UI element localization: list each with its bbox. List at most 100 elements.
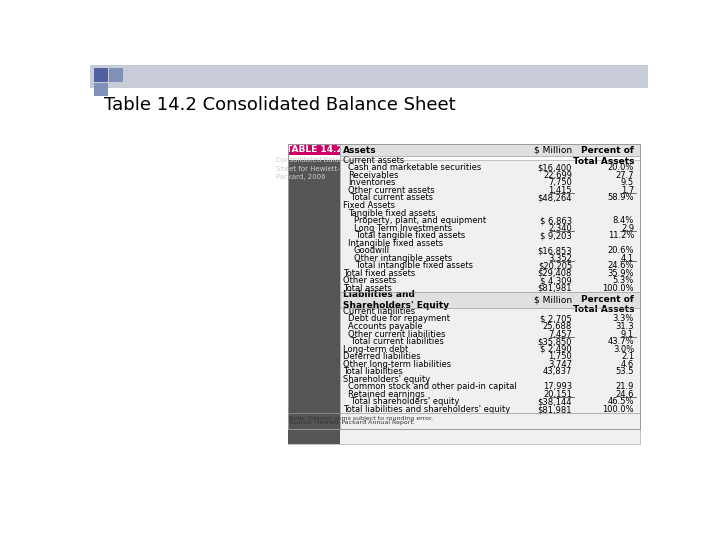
Text: 8.4%: 8.4% bbox=[613, 216, 634, 225]
Text: 3,352: 3,352 bbox=[548, 254, 572, 263]
Bar bbox=[94, 83, 108, 96]
Text: Fixed Assets: Fixed Assets bbox=[343, 201, 395, 210]
Text: Property, plant, and equipment: Property, plant, and equipment bbox=[354, 216, 485, 225]
Text: 46.5%: 46.5% bbox=[608, 397, 634, 407]
Text: 2.1: 2.1 bbox=[621, 352, 634, 361]
Text: Other current assets: Other current assets bbox=[348, 186, 435, 195]
Text: $35,850: $35,850 bbox=[538, 337, 572, 346]
Text: 100.0%: 100.0% bbox=[603, 284, 634, 293]
Text: Total liabilities: Total liabilities bbox=[343, 367, 402, 376]
Text: 1.7: 1.7 bbox=[621, 186, 634, 195]
Text: 31.3: 31.3 bbox=[616, 322, 634, 331]
Text: Deferred liabilities: Deferred liabilities bbox=[343, 352, 420, 361]
Text: 1,750: 1,750 bbox=[549, 352, 572, 361]
Text: Accounts payable: Accounts payable bbox=[348, 322, 423, 331]
Text: 7,457: 7,457 bbox=[548, 329, 572, 339]
Text: 5.3%: 5.3% bbox=[613, 276, 634, 286]
Text: TABLE 14.2: TABLE 14.2 bbox=[286, 145, 342, 154]
Bar bbox=[287, 159, 341, 444]
Text: 2,340: 2,340 bbox=[549, 224, 572, 233]
Text: Retained earnings: Retained earnings bbox=[348, 390, 425, 399]
Bar bbox=[94, 68, 108, 82]
Bar bbox=[287, 159, 640, 444]
Text: Common stock and other paid-in capital: Common stock and other paid-in capital bbox=[348, 382, 517, 392]
Text: $81,981: $81,981 bbox=[538, 284, 572, 293]
Text: 17,993: 17,993 bbox=[543, 382, 572, 392]
Text: $ 2,490: $ 2,490 bbox=[541, 345, 572, 354]
Text: 7,750: 7,750 bbox=[548, 178, 572, 187]
Text: Goodwill: Goodwill bbox=[354, 246, 390, 255]
Text: 3.0%: 3.0% bbox=[613, 345, 634, 354]
Text: 4.1: 4.1 bbox=[621, 254, 634, 263]
Text: Other assets: Other assets bbox=[343, 276, 396, 286]
Text: 53.5: 53.5 bbox=[616, 367, 634, 376]
Text: Total assets: Total assets bbox=[343, 284, 392, 293]
Text: Total intangible fixed assets: Total intangible fixed assets bbox=[348, 261, 473, 271]
Text: 100.0%: 100.0% bbox=[603, 405, 634, 414]
Text: 9.5: 9.5 bbox=[621, 178, 634, 187]
Text: Total current liabilities: Total current liabilities bbox=[343, 337, 444, 346]
Text: $ Million: $ Million bbox=[534, 295, 572, 305]
Text: Cash and marketable securities: Cash and marketable securities bbox=[348, 163, 482, 172]
Bar bbox=[341, 144, 640, 157]
Text: 24.6: 24.6 bbox=[616, 390, 634, 399]
Text: 3.3%: 3.3% bbox=[613, 314, 634, 323]
Text: 21.9: 21.9 bbox=[616, 382, 634, 392]
Text: Current liabilities: Current liabilities bbox=[343, 307, 415, 316]
Text: Total liabilities and shareholders' equity: Total liabilities and shareholders' equi… bbox=[343, 405, 510, 414]
Text: Consolidated Balance
Sheet for Hewlett-
Packard, 2006: Consolidated Balance Sheet for Hewlett- … bbox=[276, 157, 352, 180]
Bar bbox=[109, 68, 122, 82]
Text: $ 6,863: $ 6,863 bbox=[540, 216, 572, 225]
Text: Total tangible fixed assets: Total tangible fixed assets bbox=[348, 231, 465, 240]
Text: Percent of
Total Assets: Percent of Total Assets bbox=[572, 294, 634, 314]
Text: Long Term Investments: Long Term Investments bbox=[354, 224, 451, 233]
Text: 20.0%: 20.0% bbox=[608, 163, 634, 172]
Text: 43.7%: 43.7% bbox=[608, 337, 634, 346]
Text: $16,853: $16,853 bbox=[537, 246, 572, 255]
Text: Total current assets: Total current assets bbox=[343, 193, 433, 202]
Text: Total fixed assets: Total fixed assets bbox=[343, 269, 415, 278]
Text: 22,699: 22,699 bbox=[543, 171, 572, 180]
Text: Assets: Assets bbox=[343, 146, 377, 155]
Text: 24.6%: 24.6% bbox=[608, 261, 634, 271]
Text: 20.6%: 20.6% bbox=[608, 246, 634, 255]
Text: $48,264: $48,264 bbox=[538, 193, 572, 202]
Text: Total shareholders' equity: Total shareholders' equity bbox=[343, 397, 459, 407]
Text: $20,205: $20,205 bbox=[538, 261, 572, 271]
Text: Inventories: Inventories bbox=[348, 178, 395, 187]
Text: $38,144: $38,144 bbox=[538, 397, 572, 407]
Text: 11.2%: 11.2% bbox=[608, 231, 634, 240]
Text: Other long-term liabilities: Other long-term liabilities bbox=[343, 360, 451, 369]
Text: Tangible fixed assets: Tangible fixed assets bbox=[348, 208, 436, 218]
Text: $ Million: $ Million bbox=[534, 146, 572, 155]
Text: Liabilities and
Shareholders' Equity: Liabilities and Shareholders' Equity bbox=[343, 291, 449, 309]
Text: $16,400: $16,400 bbox=[538, 163, 572, 172]
Text: 9.1: 9.1 bbox=[621, 329, 634, 339]
Text: 20,151: 20,151 bbox=[543, 390, 572, 399]
Text: 1,415: 1,415 bbox=[549, 186, 572, 195]
Text: Debt due for repayment: Debt due for repayment bbox=[348, 314, 450, 323]
Text: 2.9: 2.9 bbox=[621, 224, 634, 233]
Bar bbox=[287, 144, 341, 155]
Text: Other current liabilities: Other current liabilities bbox=[348, 329, 446, 339]
Text: Long-term debt: Long-term debt bbox=[343, 345, 408, 354]
Text: $81,981: $81,981 bbox=[538, 405, 572, 414]
Text: Source: Hewlett-Packard Annual Report.: Source: Hewlett-Packard Annual Report. bbox=[289, 420, 415, 425]
Text: 3,747: 3,747 bbox=[548, 360, 572, 369]
Text: 27.7: 27.7 bbox=[616, 171, 634, 180]
Text: $ 2,705: $ 2,705 bbox=[540, 314, 572, 323]
Bar bbox=[287, 144, 640, 429]
Text: Table 14.2 Consolidated Balance Sheet: Table 14.2 Consolidated Balance Sheet bbox=[104, 96, 456, 113]
Text: Receivables: Receivables bbox=[348, 171, 399, 180]
Bar bbox=[341, 292, 640, 308]
Text: $ 4,309: $ 4,309 bbox=[540, 276, 572, 286]
Text: Current assets: Current assets bbox=[343, 156, 404, 165]
Text: 35.9%: 35.9% bbox=[608, 269, 634, 278]
Text: 43,837: 43,837 bbox=[543, 367, 572, 376]
Text: Shareholders' equity: Shareholders' equity bbox=[343, 375, 430, 384]
Text: $ 9,203: $ 9,203 bbox=[540, 231, 572, 240]
Text: 25,688: 25,688 bbox=[543, 322, 572, 331]
Text: Intangible fixed assets: Intangible fixed assets bbox=[348, 239, 444, 248]
Bar bbox=[90, 65, 648, 88]
Text: Percent of
Total Assets: Percent of Total Assets bbox=[572, 146, 634, 166]
